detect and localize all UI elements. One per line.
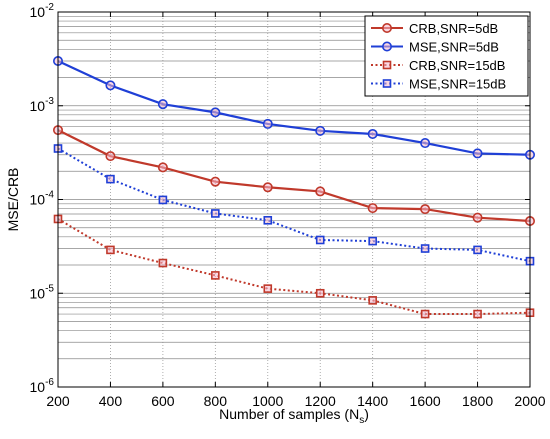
y-tick-base: 10 bbox=[30, 192, 46, 208]
x-tick-label: 1600 bbox=[410, 393, 441, 409]
y-axis-label: MSE/CRB bbox=[5, 168, 21, 232]
x-axis-label: Number of samples (Ns) bbox=[219, 406, 369, 426]
series-1 bbox=[52, 125, 535, 226]
y-tick-base: 10 bbox=[30, 285, 46, 301]
y-tick-label: 10-4 bbox=[30, 190, 55, 208]
data-point bbox=[263, 284, 273, 293]
data-point bbox=[367, 203, 378, 214]
series-line bbox=[57, 218, 531, 316]
x-tick-label: 200 bbox=[46, 393, 70, 409]
y-tick-exponent: -2 bbox=[45, 2, 54, 13]
data-point bbox=[473, 309, 482, 319]
data-point bbox=[315, 235, 325, 245]
legend-label: CRB,SNR=15dB bbox=[409, 58, 505, 73]
x-tick-label: 800 bbox=[204, 393, 228, 409]
legend-label: CRB,SNR=5dB bbox=[409, 21, 498, 36]
data-point bbox=[262, 118, 273, 129]
legend-marker bbox=[382, 60, 392, 70]
y-tick-label: 10-5 bbox=[30, 283, 55, 301]
y-tick-label: 10-6 bbox=[30, 377, 55, 395]
x-tick-label: 1000 bbox=[252, 393, 283, 409]
data-point bbox=[263, 215, 273, 225]
series-2 bbox=[52, 56, 535, 160]
data-point bbox=[158, 195, 168, 205]
data-point bbox=[211, 209, 220, 218]
data-point bbox=[262, 182, 273, 193]
data-point bbox=[315, 125, 326, 136]
data-point bbox=[315, 288, 325, 298]
legend-marker bbox=[381, 22, 392, 33]
data-point bbox=[473, 245, 482, 255]
data-point bbox=[157, 162, 168, 173]
y-axis-ticks: 10-610-510-410-310-2 bbox=[30, 2, 530, 395]
x-axis-ticks: 200 400 600 800 1000 1200 1400 1600 1800 2000 bbox=[46, 12, 546, 409]
x-tick-label: 400 bbox=[99, 393, 123, 409]
data-point bbox=[472, 212, 483, 223]
series-line bbox=[57, 129, 531, 223]
data-point bbox=[157, 99, 168, 110]
data-point bbox=[420, 138, 431, 149]
x-tick-label: 600 bbox=[151, 393, 175, 409]
data-point bbox=[210, 107, 221, 118]
legend-box bbox=[364, 15, 529, 97]
y-tick-base: 10 bbox=[30, 379, 46, 395]
x-tick-label: 1400 bbox=[357, 393, 388, 409]
legend: CRB,SNR=5dB MSE,SNR=5dB CRB,SNR=15dB MSE,SN… bbox=[364, 15, 529, 97]
grid bbox=[57, 12, 531, 387]
data-point bbox=[368, 296, 377, 305]
data-point bbox=[105, 151, 116, 162]
data-point bbox=[420, 244, 430, 253]
legend-marker bbox=[381, 41, 392, 52]
legend-marker bbox=[382, 79, 392, 88]
x-tick-label: 2000 bbox=[514, 393, 545, 409]
y-tick-exponent: -6 bbox=[45, 377, 54, 388]
data-point bbox=[211, 271, 220, 280]
y-tick-exponent: -5 bbox=[45, 283, 54, 294]
data-point bbox=[367, 128, 378, 139]
y-tick-base: 10 bbox=[30, 4, 46, 20]
legend-label: MSE,SNR=15dB bbox=[409, 77, 506, 92]
data-point bbox=[158, 258, 168, 268]
data-point bbox=[315, 186, 326, 197]
series-line bbox=[57, 60, 531, 156]
data-point bbox=[368, 236, 377, 246]
data-point bbox=[105, 80, 116, 91]
y-tick-exponent: -3 bbox=[45, 96, 54, 107]
y-tick-label: 10-2 bbox=[30, 2, 55, 20]
x-axis-label-main: Number of samples (N bbox=[219, 406, 359, 422]
data-point bbox=[210, 176, 221, 187]
legend-label: MSE,SNR=5dB bbox=[409, 40, 499, 55]
x-axis-label-close: ) bbox=[364, 406, 369, 422]
y-tick-exponent: -4 bbox=[45, 190, 54, 201]
x-axis-label-subscript: s bbox=[359, 415, 364, 426]
data-point bbox=[420, 204, 431, 215]
x-tick-label: 1800 bbox=[462, 393, 493, 409]
x-tick-label: 1200 bbox=[305, 393, 336, 409]
y-tick-label: 10-3 bbox=[30, 96, 55, 114]
data-point bbox=[472, 148, 483, 159]
data-point bbox=[106, 245, 115, 255]
y-tick-base: 10 bbox=[30, 98, 46, 114]
series-4 bbox=[53, 144, 535, 266]
data-point bbox=[420, 309, 430, 319]
series-line bbox=[57, 147, 531, 263]
data-point bbox=[106, 174, 115, 184]
